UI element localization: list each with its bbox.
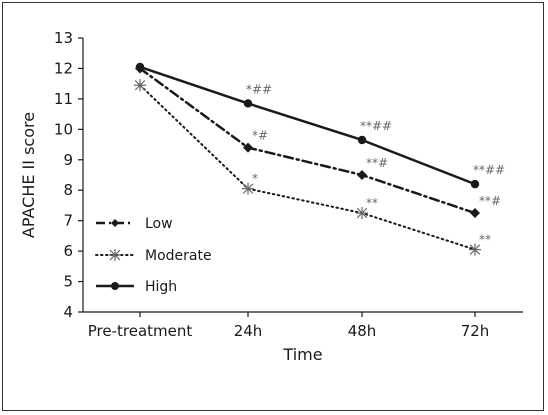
annotation-layer: *#**#**#******##**##**## xyxy=(246,82,505,246)
significance-label-moderate: ** xyxy=(366,196,378,210)
legend-marker-low xyxy=(111,219,119,227)
legend-label-low: Low xyxy=(145,216,173,232)
y-axis-title: APACHE II score xyxy=(19,112,38,238)
y-ticks: 4 5 6 7 8 9 10 11 12 13 xyxy=(54,29,83,321)
series-line-low xyxy=(138,67,477,215)
data-point-high xyxy=(470,179,480,189)
significance-label-high: **## xyxy=(473,163,505,177)
x-tick-label: 48h xyxy=(348,322,377,340)
data-point-moderate xyxy=(356,207,368,220)
significance-label-low: *# xyxy=(252,129,268,143)
axes xyxy=(82,38,523,313)
x-axis-title: Time xyxy=(282,345,322,364)
data-point-low xyxy=(357,170,367,180)
legend-label-high: High xyxy=(145,279,177,295)
data-point-moderate xyxy=(242,182,254,195)
legend-marker-high xyxy=(111,282,119,290)
x-tick-label: 72h xyxy=(461,322,490,340)
data-point-low xyxy=(470,208,480,219)
x-tick-label: Pre-treatment xyxy=(88,322,193,340)
data-point-high xyxy=(135,62,145,72)
y-tick-label: 9 xyxy=(63,151,73,169)
y-tick-label: 12 xyxy=(54,59,73,77)
series-line-moderate xyxy=(139,84,476,251)
data-point-moderate xyxy=(469,243,481,256)
significance-label-moderate: * xyxy=(252,172,258,186)
series-layer xyxy=(134,62,481,256)
data-point-high xyxy=(357,135,367,145)
data-point-low xyxy=(243,142,253,153)
legend: Low Moderate High xyxy=(95,216,212,295)
y-tick-label: 4 xyxy=(63,303,73,321)
y-tick-label: 7 xyxy=(63,212,73,230)
legend-label-moderate: Moderate xyxy=(145,248,212,264)
significance-label-low: **# xyxy=(479,194,501,208)
significance-label-low: **# xyxy=(366,156,388,170)
y-tick-label: 13 xyxy=(54,29,73,47)
data-point-high xyxy=(243,99,253,108)
x-tick-label: 24h xyxy=(234,322,263,340)
significance-label-moderate: ** xyxy=(479,233,491,247)
y-tick-label: 11 xyxy=(54,90,73,108)
legend-item-high: High xyxy=(96,279,177,295)
data-point-moderate xyxy=(134,79,146,92)
series-line-high xyxy=(138,65,477,186)
y-tick-label: 10 xyxy=(54,120,73,138)
x-ticks: Pre-treatment 24h 48h 72h xyxy=(88,312,490,340)
y-tick-label: 8 xyxy=(63,181,73,199)
y-tick-label: 5 xyxy=(63,273,73,291)
legend-item-low: Low xyxy=(96,216,173,232)
legend-marker-moderate xyxy=(109,249,121,261)
significance-label-high: *## xyxy=(246,82,272,96)
y-tick-label: 6 xyxy=(63,242,73,260)
significance-label-high: **## xyxy=(360,119,392,133)
legend-item-moderate: Moderate xyxy=(95,248,212,264)
